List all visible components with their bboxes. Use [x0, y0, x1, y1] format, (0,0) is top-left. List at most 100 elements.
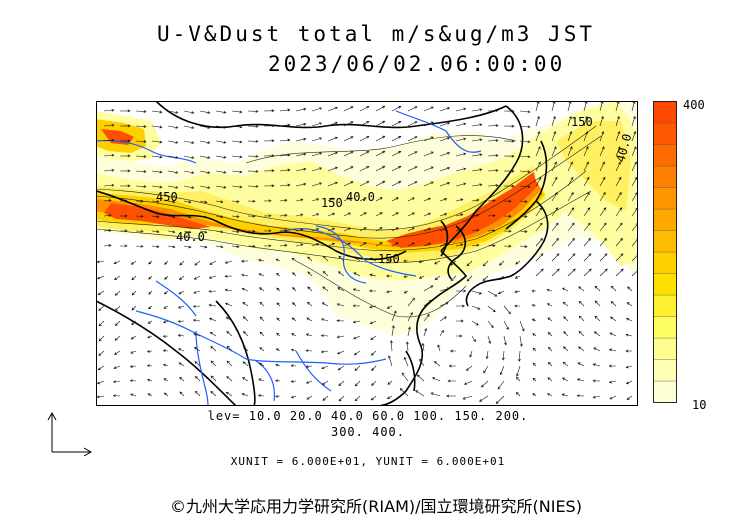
wind-arrow — [608, 364, 616, 368]
wind-arrow — [148, 290, 153, 295]
wind-arrow — [183, 140, 195, 144]
wind-arrow — [615, 176, 622, 187]
wind-arrow — [263, 229, 272, 233]
wind-arrow — [514, 304, 521, 308]
wind-arrow — [551, 115, 556, 127]
wind-arrow — [135, 199, 144, 203]
wind-arrow — [210, 390, 217, 397]
wind-arrow — [135, 214, 144, 218]
wind-arrow — [311, 198, 320, 202]
wind-arrow — [263, 184, 275, 188]
wind-arrow — [183, 230, 192, 234]
wind-arrow — [551, 237, 559, 247]
wind-arrow — [471, 168, 483, 172]
wind-arrow — [130, 393, 137, 397]
wind-arrow — [98, 335, 105, 342]
wind-arrow — [338, 395, 345, 402]
wind-arrow — [178, 348, 185, 352]
wind-arrow — [311, 167, 323, 172]
wind-arrow — [359, 242, 367, 247]
wind-arrow — [290, 364, 297, 368]
wind-arrow — [535, 131, 541, 142]
wind-arrow — [336, 319, 345, 323]
wind-arrow — [240, 259, 249, 263]
wind-arrow — [352, 288, 361, 292]
wind-arrow — [583, 115, 588, 127]
wind-arrow — [193, 347, 201, 352]
wind-arrow — [103, 168, 115, 172]
wind-arrow — [487, 139, 499, 142]
wind-arrow — [275, 258, 281, 262]
wind-arrow — [291, 257, 297, 262]
wind-arrow — [129, 365, 137, 368]
wind-arrow — [353, 256, 361, 262]
wind-arrow — [583, 191, 590, 202]
colorbar-cell — [653, 230, 677, 253]
colorbar-max-label: 400 — [683, 98, 705, 112]
wind-arrow — [209, 331, 217, 337]
colorbar-cell — [653, 165, 677, 188]
chart-timestamp: 2023/06/02.06:00:00 — [268, 52, 566, 76]
wind-arrow — [503, 320, 509, 330]
wind-arrow — [615, 222, 623, 232]
wind-arrow — [567, 237, 575, 247]
wind-arrow — [183, 245, 192, 249]
wind-arrow — [359, 136, 370, 142]
wind-arrow — [226, 376, 233, 382]
wind-arrow — [359, 181, 370, 187]
wind-arrow — [247, 229, 256, 233]
wind-arrow — [456, 289, 467, 293]
wind-arrow — [119, 229, 128, 233]
wind-arrow — [210, 345, 217, 352]
unit-scale-text: XUNIT = 6.000E+01, YUNIT = 6.000E+01 — [230, 455, 506, 468]
wind-arrow — [327, 181, 338, 187]
wind-arrow — [275, 394, 281, 398]
wind-arrow — [164, 275, 169, 280]
wind-arrow — [593, 331, 601, 337]
wind-arrow — [599, 146, 605, 157]
wind-arrow — [599, 131, 605, 142]
wind-arrow — [194, 361, 201, 367]
wind-arrow — [423, 197, 431, 202]
wind-arrow — [437, 344, 441, 352]
wind-arrow — [423, 313, 430, 322]
wind-arrow — [532, 333, 537, 337]
wind-arrow — [343, 227, 351, 232]
wind-arrow — [163, 378, 169, 382]
wind-arrow — [485, 350, 489, 360]
wind-arrow — [210, 360, 217, 367]
wind-arrow — [567, 222, 575, 232]
wind-arrow — [146, 349, 153, 353]
wind-arrow — [592, 395, 601, 399]
wind-arrow — [375, 212, 383, 217]
wind-arrow — [495, 395, 505, 404]
wind-arrow — [370, 350, 377, 356]
wind-arrow — [177, 334, 185, 337]
wind-arrow — [519, 110, 531, 114]
wind-arrow — [499, 365, 505, 376]
wind-arrow — [407, 106, 418, 112]
wind-arrow — [224, 288, 233, 292]
wind-arrow — [371, 365, 377, 371]
wind-arrow — [215, 125, 227, 129]
wind-arrow — [391, 325, 395, 337]
wind-arrow — [179, 275, 185, 280]
colorbar-cell — [653, 380, 677, 403]
wind-arrow — [576, 394, 585, 398]
wind-arrow — [480, 380, 489, 388]
wind-arrow — [391, 212, 399, 217]
wind-arrow — [292, 287, 297, 292]
wind-arrow — [439, 213, 448, 217]
colorbar-cell — [653, 101, 677, 124]
wind-arrow — [519, 335, 523, 347]
wind-arrow — [178, 290, 185, 295]
contour-labels: 450 150 40.0 40.0 150 40.0 150 — [156, 115, 634, 266]
wind-arrow — [487, 335, 492, 344]
wind-arrow — [439, 137, 451, 142]
wind-arrow — [114, 335, 121, 341]
wind-arrow — [209, 317, 217, 322]
wind-arrow — [567, 207, 575, 217]
wind-arrow — [241, 287, 249, 292]
wind-arrow — [353, 350, 361, 356]
wind-arrow — [247, 139, 259, 143]
